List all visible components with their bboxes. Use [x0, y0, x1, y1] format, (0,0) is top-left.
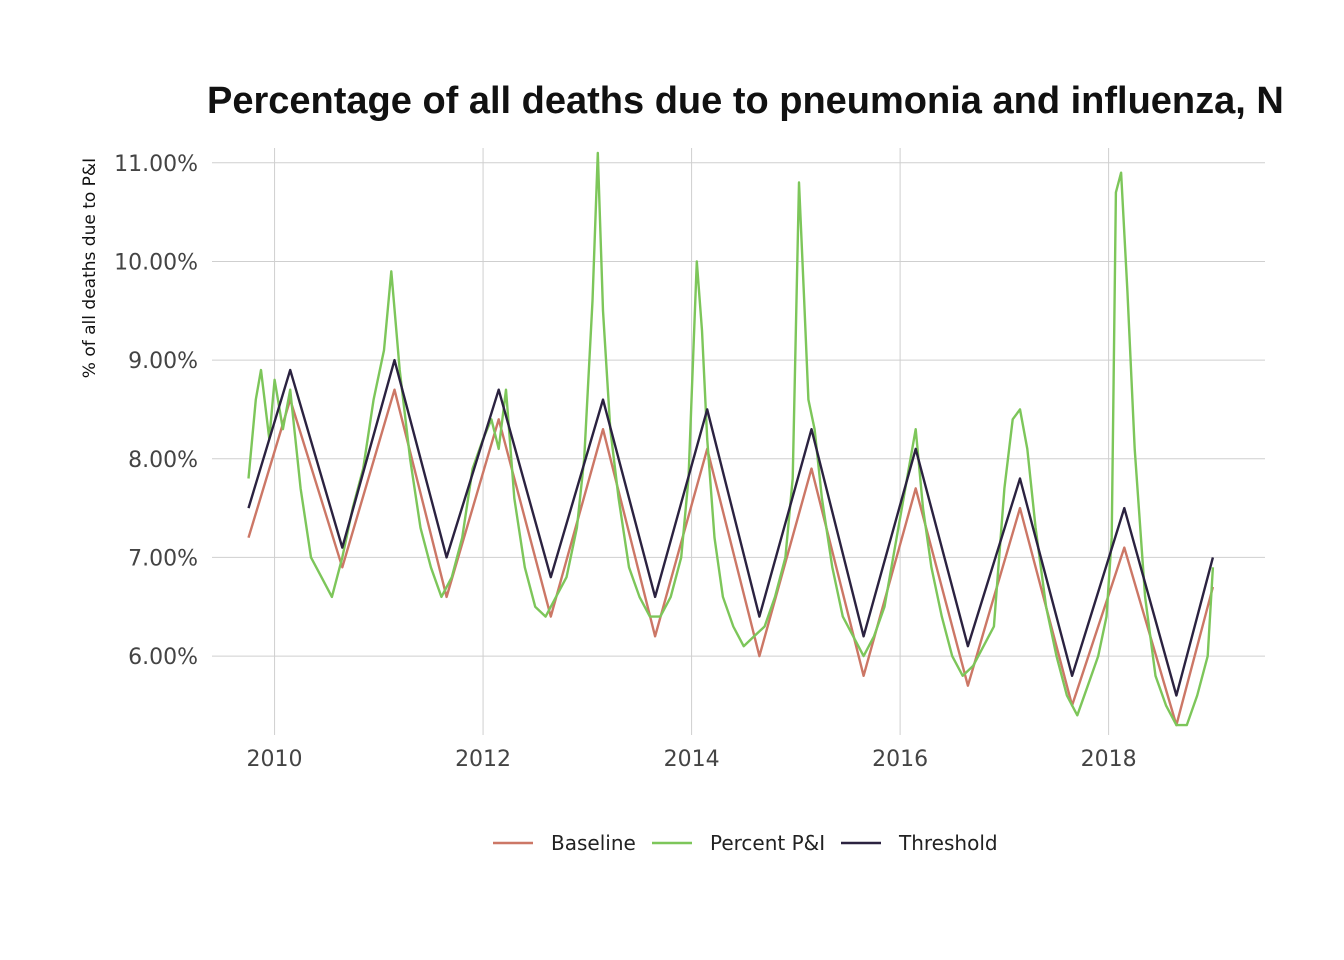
x-tick-label: 2010 — [247, 747, 303, 772]
series-layer — [247, 151, 1215, 727]
y-tick-label: 8.00% — [128, 448, 198, 473]
x-tick-label: 2012 — [455, 747, 511, 772]
x-tick-label: 2018 — [1081, 747, 1137, 772]
series-line-baseline — [247, 388, 1215, 727]
legend-label-percent-p-i: Percent P&I — [710, 831, 825, 855]
series-line-threshold — [247, 358, 1215, 697]
legend-label-baseline: Baseline — [551, 831, 636, 855]
legend-label-threshold: Threshold — [898, 831, 998, 855]
legend: Baseline Percent P&I Threshold — [493, 831, 998, 855]
series-line-percent-p-i — [247, 151, 1215, 727]
y-tick-label: 11.00% — [114, 152, 198, 177]
grid-layer — [212, 148, 1265, 735]
y-tick-label: 10.00% — [114, 250, 198, 275]
x-tick-layer: 2010 2012 2014 2016 2018 — [247, 747, 1137, 772]
y-tick-label: 7.00% — [128, 546, 198, 571]
y-axis-label: % of all deaths due to P&I — [80, 158, 100, 378]
chart-title: Percentage of all deaths due to pneumoni… — [207, 80, 1284, 122]
y-tick-layer: 6.00% 7.00% 8.00% 9.00% 10.00% 11.00% — [114, 152, 198, 670]
y-tick-label: 9.00% — [128, 349, 198, 374]
x-tick-label: 2014 — [664, 747, 720, 772]
x-tick-label: 2016 — [872, 747, 928, 772]
y-tick-label: 6.00% — [128, 645, 198, 670]
